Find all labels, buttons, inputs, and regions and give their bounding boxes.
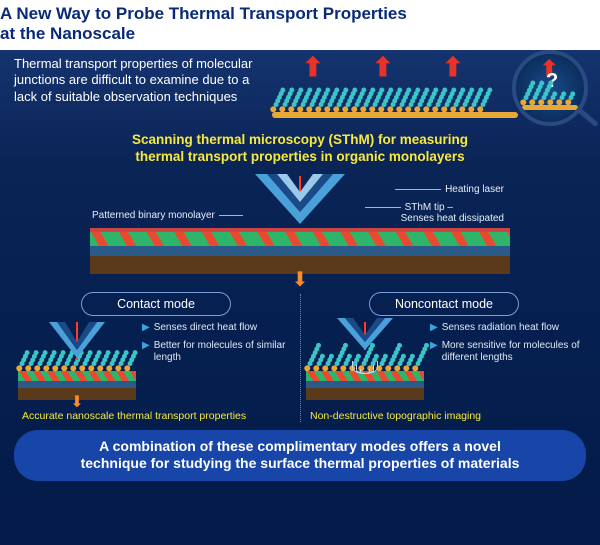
label-heating-laser-text: Heating laser (445, 184, 504, 195)
bullet-icon: ▶ (142, 340, 150, 364)
mode-noncontact: Noncontact mode (300, 292, 588, 422)
mode-noncontact-pill: Noncontact mode (369, 292, 519, 316)
modes-divider (300, 294, 301, 422)
infographic-root: A New Way to Probe Thermal Transport Pro… (0, 0, 600, 545)
mode-contact-diagram: ⬇ (18, 322, 136, 400)
bullet-text: Better for molecules of similar length (154, 340, 294, 364)
magnifier-icon: ⬆ ? (512, 50, 588, 126)
bullet-icon: ▶ (142, 322, 150, 334)
mode-noncontact-bullets: ▶Senses radiation heat flow ▶More sensit… (430, 322, 582, 370)
main-diagram: Patterned binary monolayer Heating laser… (90, 174, 510, 274)
bullet-text: More sensitive for molecules of differen… (442, 340, 582, 364)
title-block: A New Way to Probe Thermal Transport Pro… (0, 0, 600, 50)
label-heating-laser: Heating laser (391, 184, 504, 195)
bullet-text: Senses radiation heat flow (442, 322, 559, 334)
molecule-cluster (272, 78, 518, 112)
subtitle-line-1: Scanning thermal microscopy (SThM) for m… (40, 132, 560, 149)
subtitle-line-2: thermal transport properties in organic … (40, 149, 560, 166)
flow-arrow-icon: ⬇ (70, 392, 83, 412)
mode-contact: Contact mode ⬇ ▶Senses direc (12, 292, 300, 422)
bullet-icon: ▶ (430, 322, 438, 334)
mode-contact-bullets: ▶Senses direct heat flow ▶Better for mol… (142, 322, 294, 370)
intro-text: Thermal transport properties of molecula… (14, 56, 264, 105)
intro-substrate (272, 112, 518, 118)
label-sthm-tip-text-1: SThM tip – (405, 202, 453, 213)
magnifier-substrate (522, 105, 578, 110)
conclusion-pill: A combination of these complimentary mod… (14, 430, 586, 481)
modes-row: Contact mode ⬇ ▶Senses direc (0, 290, 600, 422)
mode-contact-body: ⬇ ▶Senses direct heat flow ▶Better for m… (18, 322, 294, 400)
mode-noncontact-caption: Non-destructive topographic imaging (306, 400, 582, 422)
intro-row: Thermal transport properties of molecula… (0, 50, 600, 126)
title-line-1: A New Way to Probe Thermal Transport Pro… (0, 4, 600, 24)
mode-noncontact-body: ▶Senses radiation heat flow ▶More sensit… (306, 322, 582, 400)
bullet-text: Senses direct heat flow (154, 322, 257, 334)
title-line-2: at the Nanoscale (0, 24, 600, 44)
mode-contact-caption: Accurate nanoscale thermal transport pro… (18, 400, 294, 422)
mini-substrate-blue (306, 381, 424, 388)
bullet-icon: ▶ (430, 340, 438, 364)
label-monolayer-text: Patterned binary monolayer (92, 210, 215, 221)
label-sthm-tip: SThM tip – Senses heat dissipated (361, 202, 504, 224)
mode-contact-pill: Contact mode (81, 292, 231, 316)
subtitle-block: Scanning thermal microscopy (SThM) for m… (0, 126, 600, 170)
mode-noncontact-diagram (306, 322, 424, 400)
magnifier-molecules (522, 81, 578, 105)
label-sthm-tip-text-2: Senses heat dissipated (401, 213, 504, 224)
flow-arrow-icon: ⬇ (292, 267, 309, 292)
magnifier-lens: ⬆ ? (512, 50, 588, 126)
intro-graphic: ⬆ ⬆ ⬆ ⬆ ? (272, 56, 586, 126)
conclusion-line-1: A combination of these complimentary mod… (38, 438, 562, 456)
conclusion-line-2: technique for studying the surface therm… (38, 455, 562, 473)
radiation-waves-icon (348, 358, 382, 374)
mini-probe (337, 318, 393, 359)
label-monolayer: Patterned binary monolayer (92, 210, 247, 221)
mini-probe (49, 322, 105, 367)
main-diagram-labels: Patterned binary monolayer Heating laser… (90, 174, 510, 274)
mini-monolayer (18, 371, 136, 381)
magnifier-handle (577, 108, 599, 127)
mini-substrate-blue (18, 381, 136, 388)
mini-substrate-brown (306, 388, 424, 400)
